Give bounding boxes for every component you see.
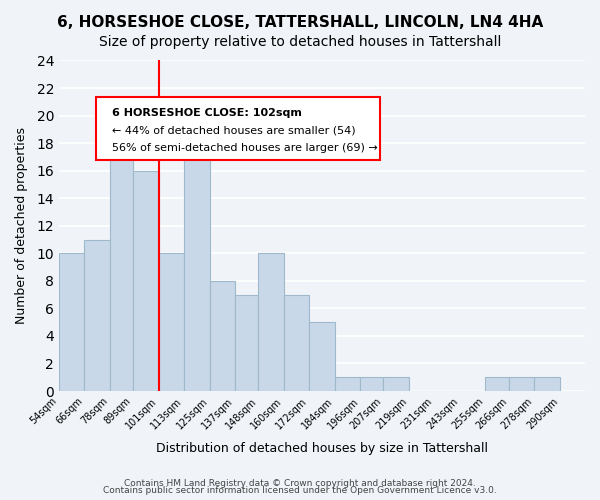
Bar bbox=[235, 294, 259, 391]
Bar bbox=[158, 254, 184, 391]
Y-axis label: Number of detached properties: Number of detached properties bbox=[15, 128, 28, 324]
FancyBboxPatch shape bbox=[96, 97, 380, 160]
Text: ← 44% of detached houses are smaller (54): ← 44% of detached houses are smaller (54… bbox=[112, 126, 355, 136]
Bar bbox=[335, 378, 360, 391]
Bar bbox=[360, 378, 383, 391]
Bar bbox=[110, 157, 133, 391]
Bar bbox=[184, 130, 209, 391]
Text: Contains HM Land Registry data © Crown copyright and database right 2024.: Contains HM Land Registry data © Crown c… bbox=[124, 478, 476, 488]
Text: 56% of semi-detached houses are larger (69) →: 56% of semi-detached houses are larger (… bbox=[112, 143, 377, 153]
Bar bbox=[284, 294, 309, 391]
Bar bbox=[509, 378, 534, 391]
Bar bbox=[534, 378, 560, 391]
Text: Size of property relative to detached houses in Tattershall: Size of property relative to detached ho… bbox=[99, 35, 501, 49]
Bar bbox=[85, 240, 110, 391]
Bar bbox=[59, 254, 85, 391]
Text: 6 HORSESHOE CLOSE: 102sqm: 6 HORSESHOE CLOSE: 102sqm bbox=[112, 108, 301, 118]
X-axis label: Distribution of detached houses by size in Tattershall: Distribution of detached houses by size … bbox=[156, 442, 488, 455]
Text: 6, HORSESHOE CLOSE, TATTERSHALL, LINCOLN, LN4 4HA: 6, HORSESHOE CLOSE, TATTERSHALL, LINCOLN… bbox=[57, 15, 543, 30]
Bar bbox=[209, 281, 235, 391]
Bar bbox=[383, 378, 409, 391]
Text: Contains public sector information licensed under the Open Government Licence v3: Contains public sector information licen… bbox=[103, 486, 497, 495]
Bar bbox=[133, 170, 158, 391]
Bar bbox=[485, 378, 509, 391]
Bar bbox=[259, 254, 284, 391]
Bar bbox=[309, 322, 335, 391]
